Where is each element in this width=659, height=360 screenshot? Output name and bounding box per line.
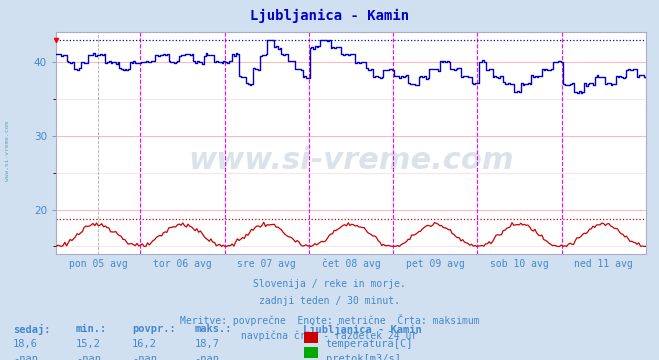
Text: Slovenija / reke in morje.: Slovenija / reke in morje. (253, 279, 406, 289)
Text: povpr.:: povpr.: (132, 324, 175, 334)
Text: Meritve: povprečne  Enote: metrične  Črta: maksimum: Meritve: povprečne Enote: metrične Črta:… (180, 314, 479, 325)
Text: pretok[m3/s]: pretok[m3/s] (326, 354, 401, 360)
Text: 18,7: 18,7 (194, 339, 219, 349)
Text: -nan: -nan (76, 354, 101, 360)
Text: maks.:: maks.: (194, 324, 232, 334)
Text: -nan: -nan (13, 354, 38, 360)
Text: -nan: -nan (132, 354, 157, 360)
Text: 16,2: 16,2 (132, 339, 157, 349)
Text: Ljubljanica - Kamin: Ljubljanica - Kamin (303, 324, 422, 335)
Text: 18,6: 18,6 (13, 339, 38, 349)
Text: navpična črta - razdelek 24 ur: navpična črta - razdelek 24 ur (241, 331, 418, 341)
Text: sedaj:: sedaj: (13, 324, 51, 335)
Text: www.si-vreme.com: www.si-vreme.com (5, 121, 11, 181)
Text: -nan: -nan (194, 354, 219, 360)
Text: zadnji teden / 30 minut.: zadnji teden / 30 minut. (259, 296, 400, 306)
Text: Ljubljanica - Kamin: Ljubljanica - Kamin (250, 9, 409, 23)
Text: temperatura[C]: temperatura[C] (326, 339, 413, 349)
Text: www.si-vreme.com: www.si-vreme.com (188, 146, 514, 175)
Text: min.:: min.: (76, 324, 107, 334)
Text: 15,2: 15,2 (76, 339, 101, 349)
